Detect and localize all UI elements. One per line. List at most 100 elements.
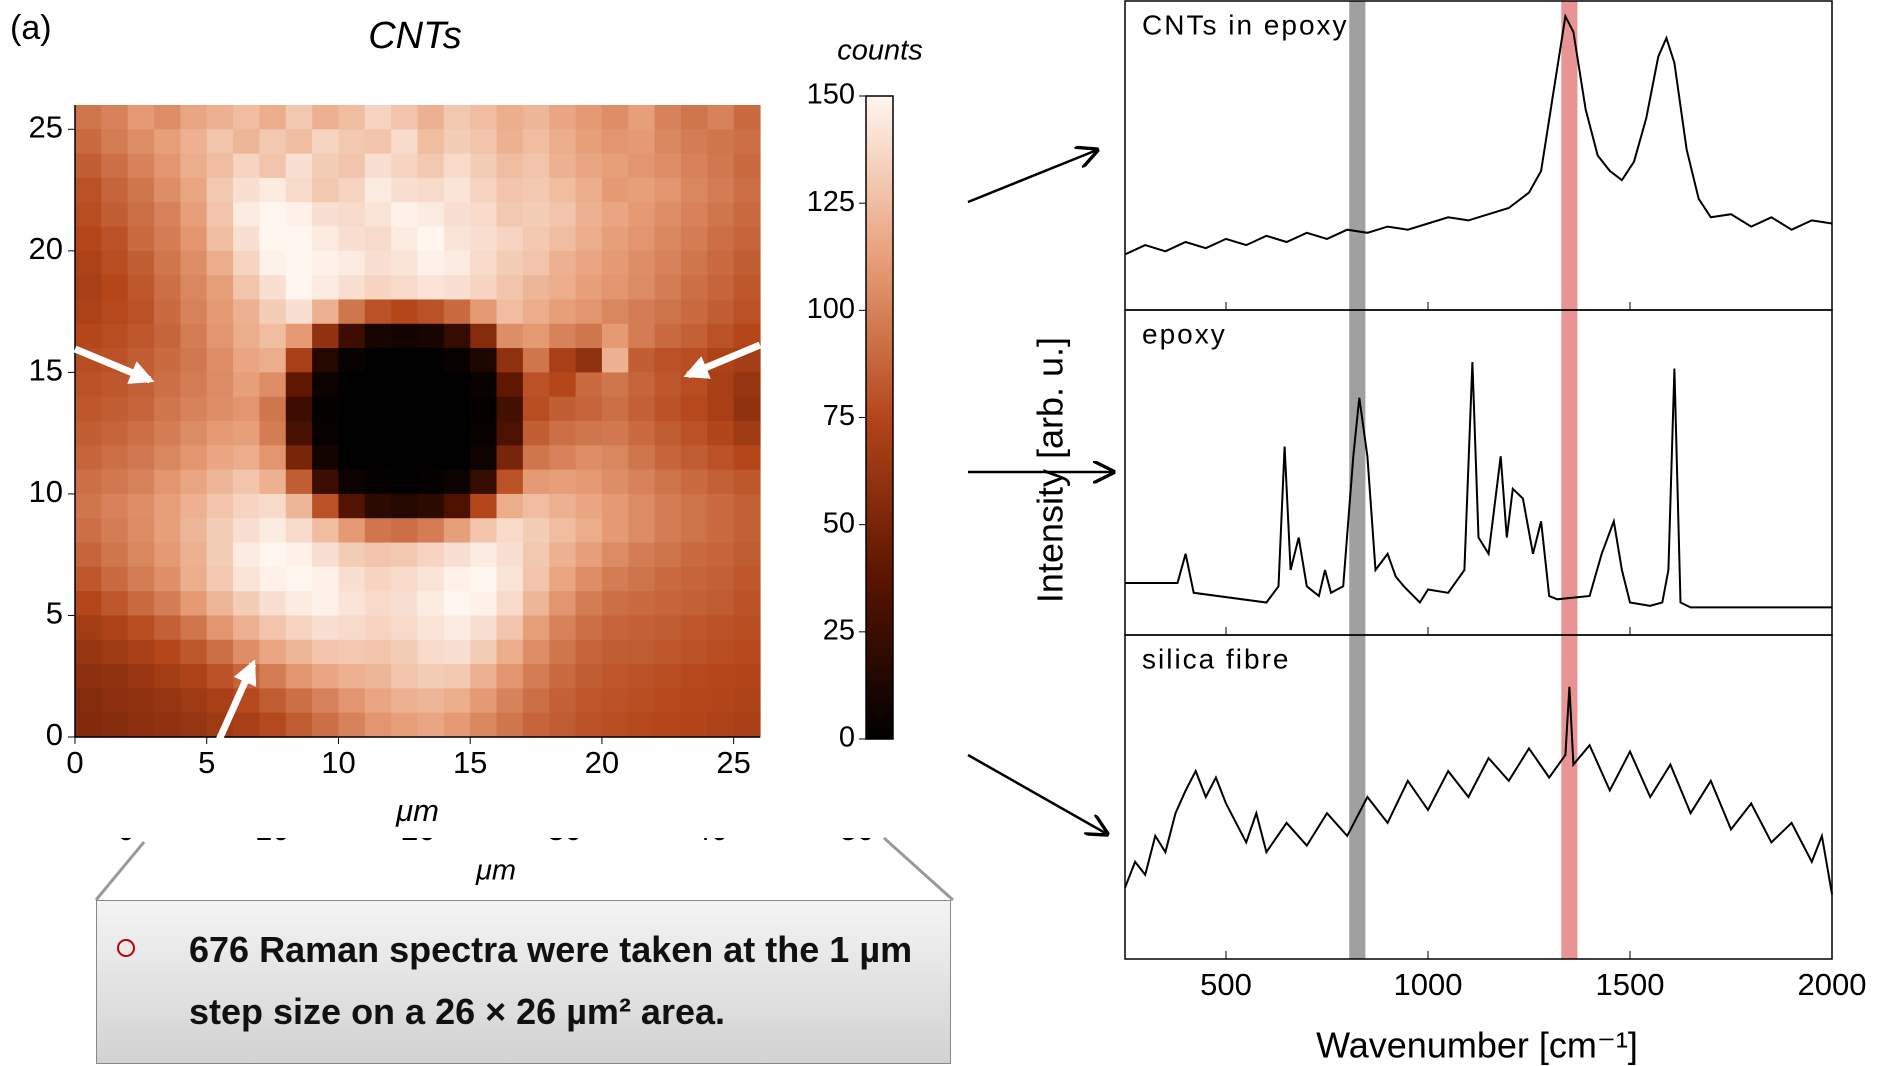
heatmap-cell xyxy=(549,542,577,568)
heatmap-cell xyxy=(654,664,682,689)
heatmap-cell xyxy=(680,712,708,738)
colorbar xyxy=(865,95,894,740)
heatmap-cell xyxy=(233,542,261,568)
heatmap-cell xyxy=(312,615,340,641)
heatmap-cell xyxy=(154,493,181,519)
heatmap-cell xyxy=(154,566,181,592)
heatmap-cell xyxy=(496,250,524,276)
heatmap-cell xyxy=(338,712,366,738)
heatmap-cell xyxy=(391,105,419,130)
heatmap-cell xyxy=(101,275,129,301)
heatmap-cell xyxy=(338,177,366,203)
heatmap-cell xyxy=(206,129,234,155)
white-arrow xyxy=(73,345,155,384)
heatmap-cell xyxy=(233,323,261,349)
heatmap-cell xyxy=(707,421,735,446)
heatmap-cell xyxy=(443,615,471,641)
heatmap-cell xyxy=(206,177,234,203)
heatmap-cell xyxy=(733,688,761,714)
heatmap-cell xyxy=(127,688,155,714)
heatmap-cell xyxy=(101,469,129,495)
heatmap-cell xyxy=(127,542,155,568)
heatmap-cell xyxy=(470,226,498,252)
secondary-tick-label: 20 xyxy=(401,812,435,847)
heatmap-cell xyxy=(443,275,471,301)
heatmap-cell xyxy=(733,129,761,155)
heatmap-cell xyxy=(680,493,708,519)
heatmap-cell xyxy=(180,688,208,714)
heatmap-cell xyxy=(75,469,102,495)
heatmap-cell xyxy=(496,348,524,373)
heatmap-cell xyxy=(443,639,471,665)
heatmap-cell xyxy=(127,105,155,130)
heatmap-cell xyxy=(522,129,550,155)
heatmap-cell xyxy=(180,372,208,398)
heatmap-cell xyxy=(154,202,181,228)
heatmap-cell xyxy=(206,421,234,446)
heatmap-cell xyxy=(154,129,181,155)
heatmap-cell xyxy=(127,323,155,349)
heatmap-cell xyxy=(733,445,761,471)
heatmap-cell xyxy=(312,372,340,398)
heatmap-cell xyxy=(101,396,129,422)
heatmap-cell xyxy=(259,372,287,398)
heatmap-cell xyxy=(154,153,181,179)
heatmap-cell xyxy=(364,348,392,373)
heatmap-cell xyxy=(549,226,577,252)
heatmap-cell xyxy=(127,445,155,471)
heatmap-cell xyxy=(101,664,129,689)
heatmap-cell xyxy=(601,518,629,544)
heatmap-cell xyxy=(127,275,155,301)
heatmap-cell xyxy=(154,348,181,373)
heatmap-cell xyxy=(496,445,524,471)
heatmap-cell xyxy=(180,105,208,130)
heatmap-cell xyxy=(522,348,550,373)
secondary-tick-label: 50 xyxy=(840,812,874,847)
heatmap-cell xyxy=(206,639,234,665)
heatmap-cell xyxy=(285,615,313,641)
heatmap-cell xyxy=(391,250,419,276)
heatmap-cell xyxy=(522,518,550,544)
heatmap-cell xyxy=(575,372,603,398)
heatmap-cell xyxy=(417,664,445,689)
heatmap-cell xyxy=(470,372,498,398)
heatmap-cell xyxy=(654,712,682,738)
heatmap-cell xyxy=(601,493,629,519)
heatmap-cell xyxy=(75,153,102,179)
heatmap-cell xyxy=(575,129,603,155)
heatmap-cell xyxy=(127,518,155,544)
panel-frame xyxy=(1124,634,1833,960)
heatmap-cell xyxy=(312,153,340,179)
heatmap-cell xyxy=(285,275,313,301)
heatmap-cell xyxy=(522,226,550,252)
heatmap-cell xyxy=(417,226,445,252)
heatmap-cell xyxy=(654,688,682,714)
heatmap-cell xyxy=(654,250,682,276)
heatmap-cell xyxy=(654,396,682,422)
heatmap-cell xyxy=(364,566,392,592)
heatmap-cell xyxy=(206,323,234,349)
heatmap-cell xyxy=(391,566,419,592)
heatmap-cell xyxy=(338,664,366,689)
heatmap-cell xyxy=(180,177,208,203)
heatmap-cell xyxy=(601,250,629,276)
heatmap-cell xyxy=(233,591,261,617)
panel-frame xyxy=(1124,309,1833,636)
bullet xyxy=(117,939,135,957)
x-tick-label: 25 xyxy=(716,745,750,780)
heatmap-cell xyxy=(496,177,524,203)
heatmap-cell xyxy=(496,396,524,422)
heatmap-cell xyxy=(628,323,656,349)
heatmap-cell xyxy=(575,639,603,665)
heatmap-cell xyxy=(707,639,735,665)
heatmap-cell xyxy=(285,250,313,276)
heatmap-cell xyxy=(575,250,603,276)
heatmap-cell xyxy=(680,542,708,568)
heatmap-cell xyxy=(391,372,419,398)
heatmap-cell xyxy=(628,153,656,179)
heatmap-cell xyxy=(364,372,392,398)
heatmap-cell xyxy=(443,129,471,155)
heatmap-cell xyxy=(101,226,129,252)
heatmap-cell xyxy=(233,396,261,422)
heatmap-cell xyxy=(575,518,603,544)
